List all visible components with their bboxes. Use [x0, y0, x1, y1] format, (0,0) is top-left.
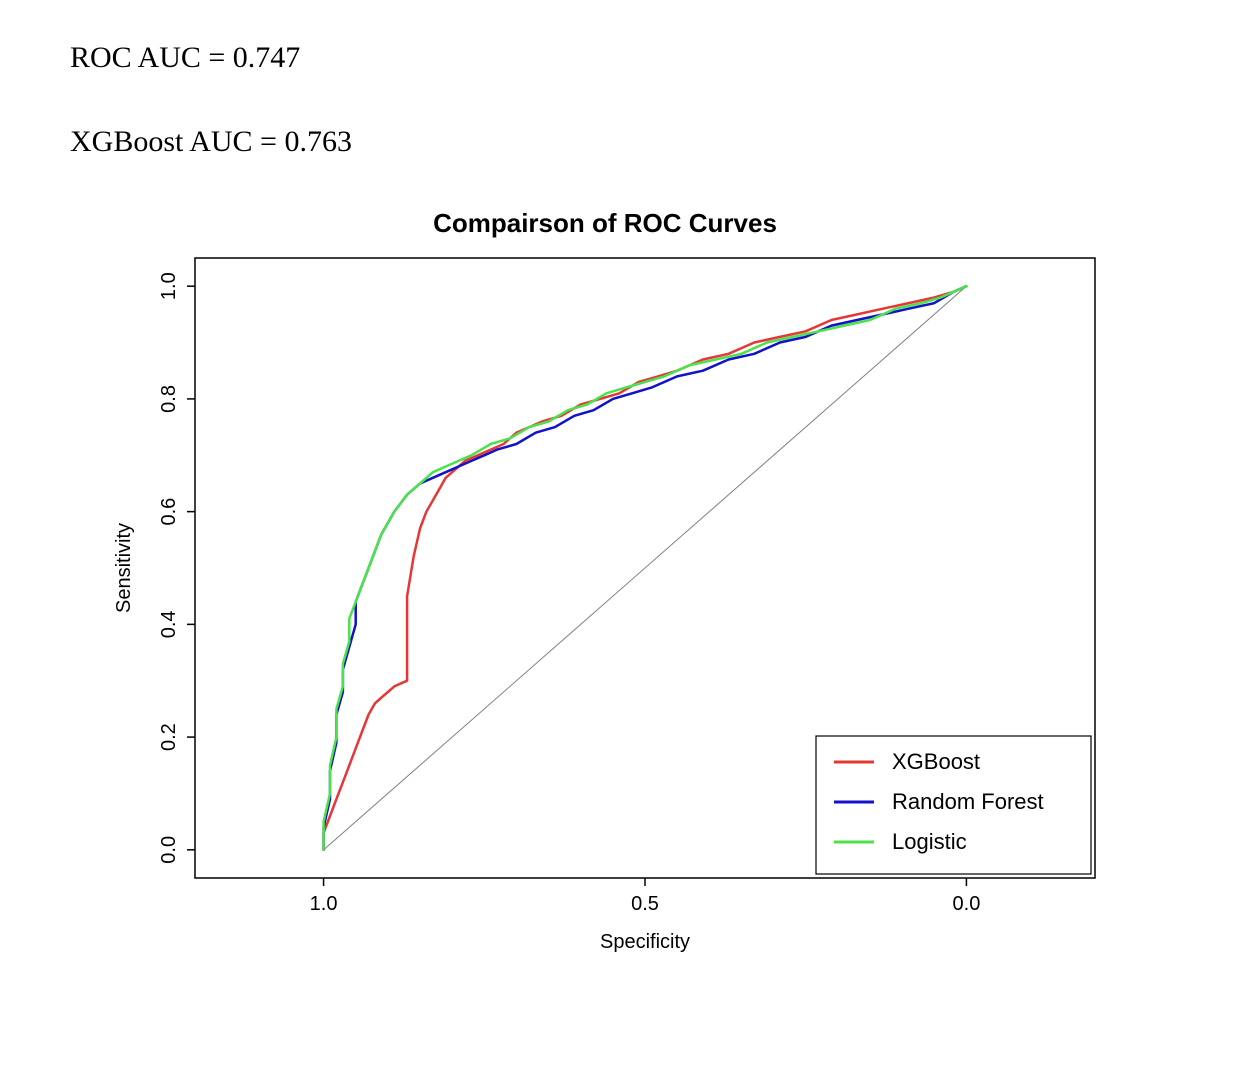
roc-auc-text: ROC AUC = 0.747 — [70, 40, 1198, 76]
svg-text:Sensitivity: Sensitivity — [113, 523, 135, 613]
svg-text:XGBoost: XGBoost — [892, 749, 980, 774]
svg-text:1.0: 1.0 — [310, 893, 338, 915]
svg-text:0.6: 0.6 — [158, 498, 180, 526]
roc-chart: Compairson of ROC Curves 1.0 0.5 0.0 Specif… — [70, 208, 1140, 1028]
svg-text:0.8: 0.8 — [158, 385, 180, 413]
svg-text:0.2: 0.2 — [158, 723, 180, 751]
svg-text:0.5: 0.5 — [631, 893, 659, 915]
svg-text:0.0: 0.0 — [953, 893, 981, 915]
chart-title: Compairson of ROC Curves — [70, 208, 1140, 239]
svg-text:Random Forest: Random Forest — [892, 789, 1044, 814]
xgboost-auc-text: XGBoost AUC = 0.763 — [70, 124, 1198, 160]
roc-svg: 1.0 0.5 0.0 Specificity 0.0 0.2 0.4 0.6 0.8 1.0 Se… — [70, 248, 1140, 1028]
chart-svg-holder: 1.0 0.5 0.0 Specificity 0.0 0.2 0.4 0.6 0.8 1.0 Se… — [70, 248, 1140, 1028]
svg-text:Specificity: Specificity — [600, 931, 690, 953]
svg-text:Logistic: Logistic — [892, 829, 967, 854]
svg-text:1.0: 1.0 — [158, 272, 180, 300]
svg-text:0.4: 0.4 — [158, 610, 180, 638]
svg-text:0.0: 0.0 — [158, 836, 180, 864]
